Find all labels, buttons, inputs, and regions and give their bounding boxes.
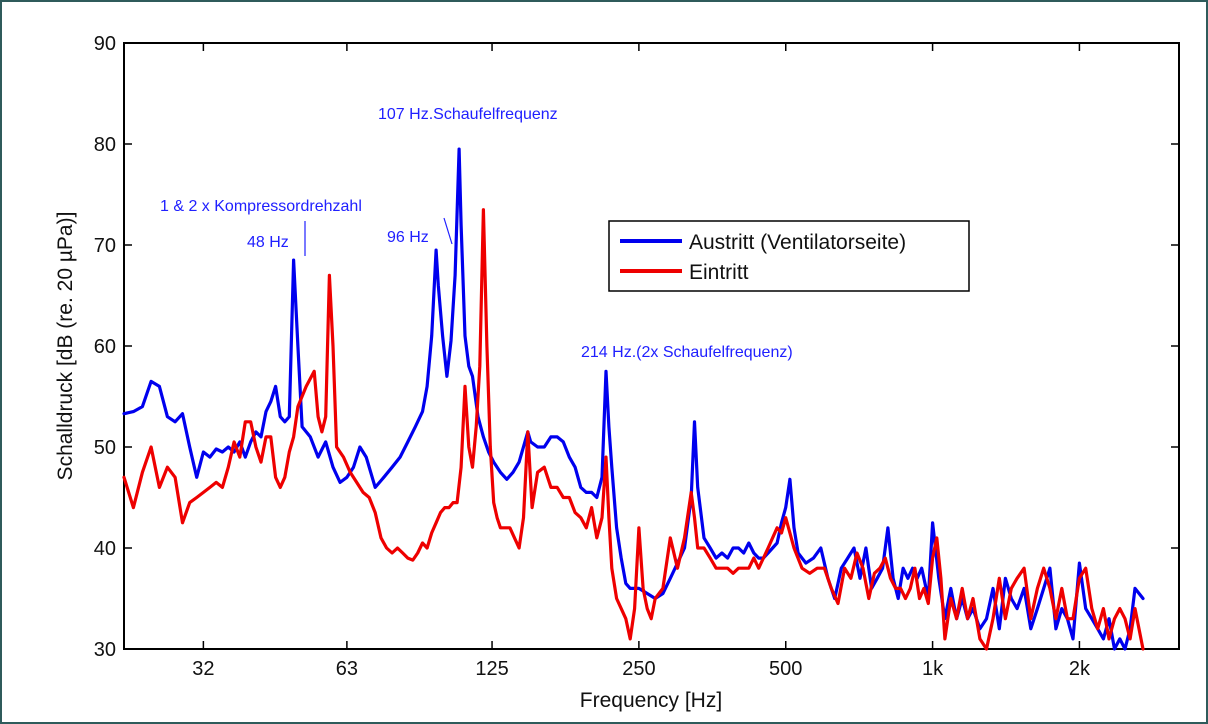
legend-label-austritt: Austritt (Ventilatorseite): [689, 231, 906, 254]
y-axis-label: Schalldruck [dB (re. 20 µPa)]: [54, 212, 77, 481]
y-tick-label: 60: [94, 336, 116, 358]
y-tick-label: 90: [94, 33, 116, 55]
x-tick-label: 500: [769, 658, 802, 680]
legend: Austritt (Ventilatorseite) Eintritt: [608, 220, 970, 292]
x-axis-label: Frequency [Hz]: [580, 689, 722, 712]
x-tick-label: 125: [475, 658, 508, 680]
series-line-eintritt: [122, 208, 1145, 651]
y-tick-label: 50: [94, 437, 116, 459]
y-tick-label: 40: [94, 538, 116, 560]
legend-label-eintritt: Eintritt: [689, 261, 749, 284]
x-tick-label: 63: [336, 658, 358, 680]
x-tick-label: 32: [192, 658, 214, 680]
plot-area: [123, 42, 1180, 650]
y-tick-label: 70: [94, 235, 116, 257]
y-tick-label: 30: [94, 639, 116, 661]
annotation-48hz: 48 Hz: [247, 234, 289, 251]
y-axis-ticks: 30 40 50 60 70 80 90: [94, 33, 1179, 661]
annotation-96hz: 96 Hz: [387, 229, 429, 246]
x-tick-label: 1k: [922, 658, 944, 680]
annotation-kompressor: 1 & 2 x Kompressordrehzahl: [160, 198, 362, 215]
legend-box: [608, 220, 970, 292]
x-tick-label: 250: [622, 658, 655, 680]
annotation-214hz: 214 Hz.(2x Schaufelfrequenz): [581, 344, 793, 361]
x-tick-label: 2k: [1069, 658, 1091, 680]
y-tick-label: 80: [94, 134, 116, 156]
series-layer: [122, 147, 1145, 651]
annotation-107hz: 107 Hz.Schaufelfrequenz: [378, 106, 558, 123]
annotation-96hz-pointer: [443, 217, 453, 245]
x-axis-ticks: 32 63 125 250 500 1k 2k: [192, 43, 1091, 680]
